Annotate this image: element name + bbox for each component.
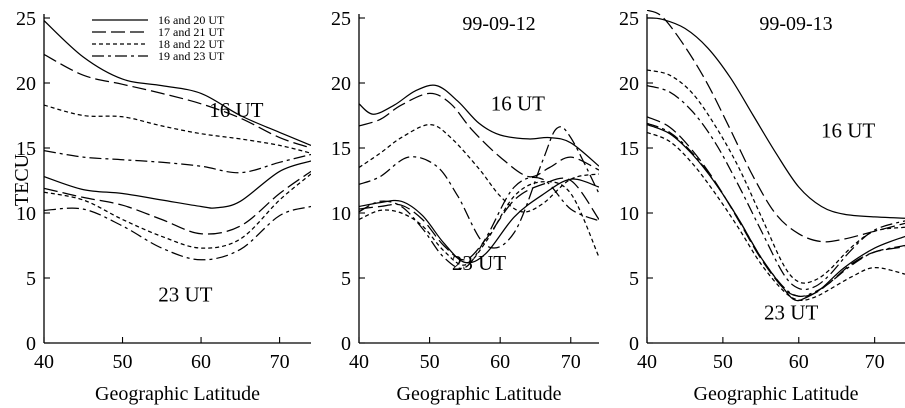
series-line-longdash: [359, 92, 599, 178]
series-line-shortdash: [359, 181, 599, 266]
y-tick-label: 25: [619, 8, 639, 30]
series-line-solid: [44, 20, 311, 146]
x-tick-label: 70: [270, 351, 290, 373]
x-tick-label: 50: [113, 351, 133, 373]
legend-label: 18 and 22 UT: [158, 37, 225, 51]
curve-annotation: 23 UT: [158, 282, 212, 306]
curve-annotation: 23 UT: [452, 251, 506, 275]
legend-label: 16 and 20 UT: [158, 13, 225, 27]
y-tick-label: 25: [331, 8, 351, 30]
panel-1: 0 5 10 15 20 25 40 50 60 70 Geographic Latitude TEC…: [11, 8, 311, 405]
x-axis-label: Geographic Latitude: [95, 383, 260, 405]
y-tick-label: 0: [341, 333, 351, 355]
series-line-longdash: [359, 177, 599, 261]
y-tick-label: 15: [331, 138, 351, 160]
y-tick-label: 5: [629, 268, 639, 290]
y-tick-label: 15: [619, 138, 639, 160]
y-tick-label: 10: [331, 203, 351, 225]
panel-title: 99-09-12: [462, 13, 535, 35]
series-line-solid: [647, 124, 905, 302]
x-axis-label: Geographic Latitude: [397, 383, 562, 405]
series-line-shortdash: [44, 104, 311, 154]
x-tick-label: 40: [349, 351, 369, 373]
x-tick-label: 50: [713, 351, 733, 373]
series-line-longdash: [647, 10, 905, 243]
y-axis-label: TECU: [11, 153, 33, 206]
y-tick-label: 20: [16, 73, 36, 95]
curve-annotation: 23 UT: [764, 301, 818, 325]
series-line-shortdash: [359, 123, 599, 213]
y-tick-label: 5: [26, 268, 36, 290]
series-line-shortdash: [647, 131, 905, 302]
curve-annotation: 16 UT: [491, 91, 545, 115]
y-tick-label: 25: [16, 8, 36, 30]
y-tick-label: 5: [341, 268, 351, 290]
x-tick-label: 70: [561, 351, 581, 373]
y-tick-label: 10: [16, 203, 36, 225]
x-tick-label: 60: [789, 351, 809, 373]
series-line-solid: [647, 17, 905, 219]
x-tick-label: 50: [420, 351, 440, 373]
legend-label: 19 and 23 UT: [158, 49, 225, 63]
series-line-dashdot: [359, 126, 599, 249]
x-axis-label: Geographic Latitude: [694, 383, 859, 405]
legend-label: 17 and 21 UT: [158, 25, 225, 39]
panel-3: 0 5 10 15 20 25 40 50 60 70 Geographic Latitude 99-…: [619, 8, 905, 405]
series-line-dashdot: [359, 176, 599, 269]
series-line-dashdot: [44, 149, 311, 174]
panel-title: 99-09-13: [759, 13, 832, 35]
y-tick-label: 20: [619, 73, 639, 95]
curve-annotation: 16 UT: [209, 98, 263, 122]
curve-annotation: 16 UT: [821, 119, 875, 143]
series-line-solid: [359, 84, 599, 167]
series-line-dashdot: [647, 122, 905, 297]
curve-group: [359, 84, 599, 269]
series-line-longdash: [44, 170, 311, 235]
curve-group: [647, 10, 905, 302]
series-line-dashdot: [647, 84, 905, 291]
series-line-solid: [359, 178, 599, 264]
y-tick-label: 0: [26, 333, 36, 355]
series-line-longdash: [44, 53, 311, 149]
x-tick-label: 40: [34, 351, 54, 373]
x-tick-label: 60: [490, 351, 510, 373]
curve-group: [44, 20, 311, 261]
series-line-shortdash: [647, 69, 905, 284]
x-tick-label: 60: [191, 351, 211, 373]
series-line-dashdot: [44, 205, 311, 261]
x-tick-label: 40: [637, 351, 657, 373]
series-line-shortdash: [44, 173, 311, 249]
y-tick-label: 10: [619, 203, 639, 225]
series-line-solid: [44, 160, 311, 209]
y-tick-label: 20: [331, 73, 351, 95]
panel-2: 0 5 10 15 20 25 40 50 60 70 Geographic Latitude 99-…: [331, 8, 599, 405]
series-line-longdash: [647, 116, 905, 298]
y-tick-label: 0: [629, 333, 639, 355]
x-tick-label: 70: [865, 351, 885, 373]
y-tick-label: 15: [16, 138, 36, 160]
